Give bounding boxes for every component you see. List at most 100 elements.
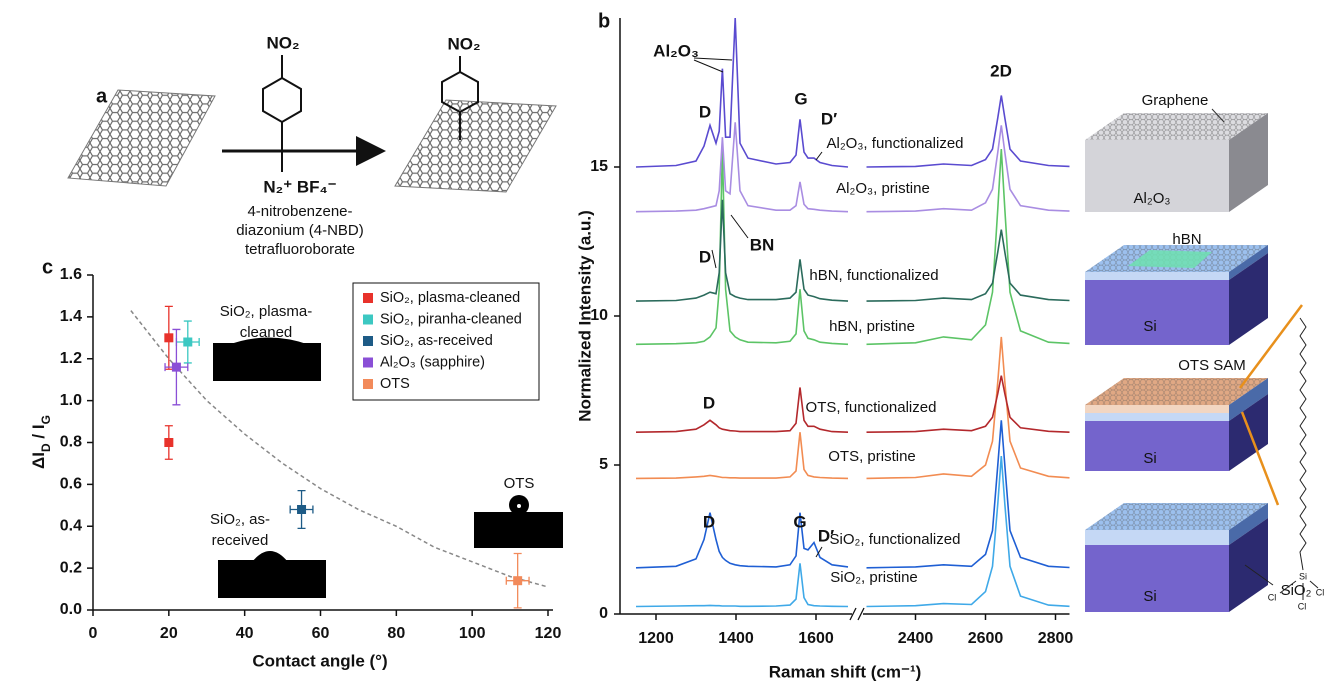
point: [183, 337, 193, 347]
spectrum: [635, 122, 1070, 213]
atom-label: Cl: [1298, 601, 1307, 611]
fit-line: [130, 310, 549, 588]
oxide-layer: [1085, 530, 1229, 545]
leader: [730, 214, 749, 239]
oxide-layer: [1085, 413, 1229, 421]
silicon: [1085, 280, 1229, 345]
legend-label: SiO₂, plasma-cleaned: [380, 290, 520, 306]
y-axis-label-part: D: [39, 443, 53, 452]
nitro-group: NO₂: [447, 34, 480, 53]
x-axis-label: Raman shift (cm⁻¹): [769, 662, 922, 681]
y-axis-label-part: ΔI: [29, 452, 48, 469]
annotation: SiO₂, plasma-: [220, 303, 313, 320]
legend-swatch: [363, 293, 373, 303]
leader: [693, 57, 733, 61]
graphene-layer: [1085, 378, 1268, 405]
schematic-label: Si: [1143, 318, 1156, 335]
peak-label: D′: [821, 109, 837, 128]
spectrum: [635, 456, 1070, 608]
x-tick-label: 2600: [968, 630, 1004, 647]
y-tick-label: 1.4: [60, 308, 82, 325]
legend-swatch: [363, 314, 373, 325]
spectrum-label: SiO₂, pristine: [830, 569, 918, 586]
legend-swatch: [363, 336, 373, 346]
peak-label: D′: [818, 526, 834, 545]
x-axis-label: Contact angle (°): [252, 651, 387, 670]
y-tick-label: 0.6: [60, 476, 82, 493]
schematic-label: Graphene: [1142, 92, 1209, 109]
x-tick-label: 40: [236, 625, 254, 642]
leader: [815, 546, 823, 558]
peak-label: Al₂O₃: [653, 41, 699, 60]
peak-label: D: [699, 102, 711, 121]
y-tick-label: 1.0: [60, 392, 82, 409]
substrate: [1085, 140, 1229, 212]
benzene-ring: [262, 76, 302, 124]
oxide-side: [1229, 503, 1268, 545]
schematic-label: OTS SAM: [1178, 357, 1246, 374]
panel-label: b: [598, 10, 610, 32]
schematic-label: SiO₂: [1281, 582, 1312, 599]
droplet-highlight: [517, 504, 521, 508]
spectrum: [635, 420, 1070, 569]
leader: [1244, 564, 1274, 586]
oxide-side: [1229, 245, 1268, 280]
y-tick-label: 5: [599, 456, 608, 473]
oxide-layer: [1085, 272, 1229, 280]
spectrum-label: SiO₂, functionalized: [830, 531, 961, 548]
point: [164, 438, 174, 447]
peak-label: G: [793, 512, 806, 531]
y-tick-label: 0.4: [60, 517, 82, 534]
y-axis-label: Normalized Intensity (a.u.): [575, 210, 594, 422]
silicon-side: [1229, 394, 1268, 471]
y-tick-label: 0.8: [60, 434, 82, 451]
axis-break: [849, 607, 865, 621]
spectrum-label: hBN, functionalized: [809, 267, 938, 284]
silicon-side: [1229, 518, 1268, 612]
x-tick-label: 2400: [898, 630, 934, 647]
droplet: [252, 551, 288, 562]
point: [297, 505, 307, 514]
droplet: [228, 337, 310, 345]
atom-label: Si: [1299, 571, 1307, 581]
peak-label: G: [794, 89, 807, 108]
y-axis-label-part: / I: [29, 424, 48, 443]
legend-swatch: [363, 379, 373, 389]
peak-label: 2D: [990, 61, 1012, 80]
atom-label: Cl: [1316, 587, 1325, 597]
spectrum-label: hBN, pristine: [829, 318, 915, 335]
hbn-flake: [1128, 250, 1212, 268]
spectrum-label: OTS, functionalized: [806, 399, 937, 416]
graphene-layer: [1085, 503, 1268, 530]
diazonium-ion: N₂⁺ BF₄⁻: [263, 177, 336, 196]
reagent-name: tetrafluoroborate: [245, 241, 355, 258]
x-tick-label: 20: [160, 625, 178, 642]
droplet-image: [213, 343, 321, 381]
droplet-image: [474, 512, 563, 548]
scheme: a NO₂ N₂⁺ BF₄⁻ 4-nitrobenzene- diazonium…: [67, 33, 557, 258]
y-tick-label: 15: [590, 158, 608, 175]
peak-label: BN: [750, 235, 775, 254]
point: [164, 333, 174, 343]
spectrum-label: OTS, pristine: [828, 448, 916, 465]
schematic-label: hBN: [1172, 231, 1201, 248]
x-tick-label: 1400: [718, 630, 754, 647]
droplet-image: [218, 560, 326, 598]
legend-label: OTS: [380, 376, 410, 392]
zoom-line: [1238, 304, 1304, 389]
peak-label: D: [703, 512, 715, 531]
panel-label: c: [42, 256, 53, 278]
y-tick-label: 1.6: [60, 266, 82, 283]
x-tick-label: 1600: [798, 630, 834, 647]
nitro-group: NO₂: [266, 33, 299, 52]
x-tick-label: 2800: [1038, 630, 1074, 647]
legend-box: [352, 282, 540, 401]
annotation: cleaned: [240, 324, 293, 341]
schematic-label: Si: [1143, 588, 1156, 605]
graphene-sheet: [67, 89, 216, 187]
legend-label: SiO₂, as-received: [380, 333, 493, 349]
x-tick-label: 0: [89, 625, 98, 642]
spectrum: [635, 17, 1070, 168]
silicon-side: [1229, 253, 1268, 345]
graphene-sheet: [394, 99, 557, 193]
